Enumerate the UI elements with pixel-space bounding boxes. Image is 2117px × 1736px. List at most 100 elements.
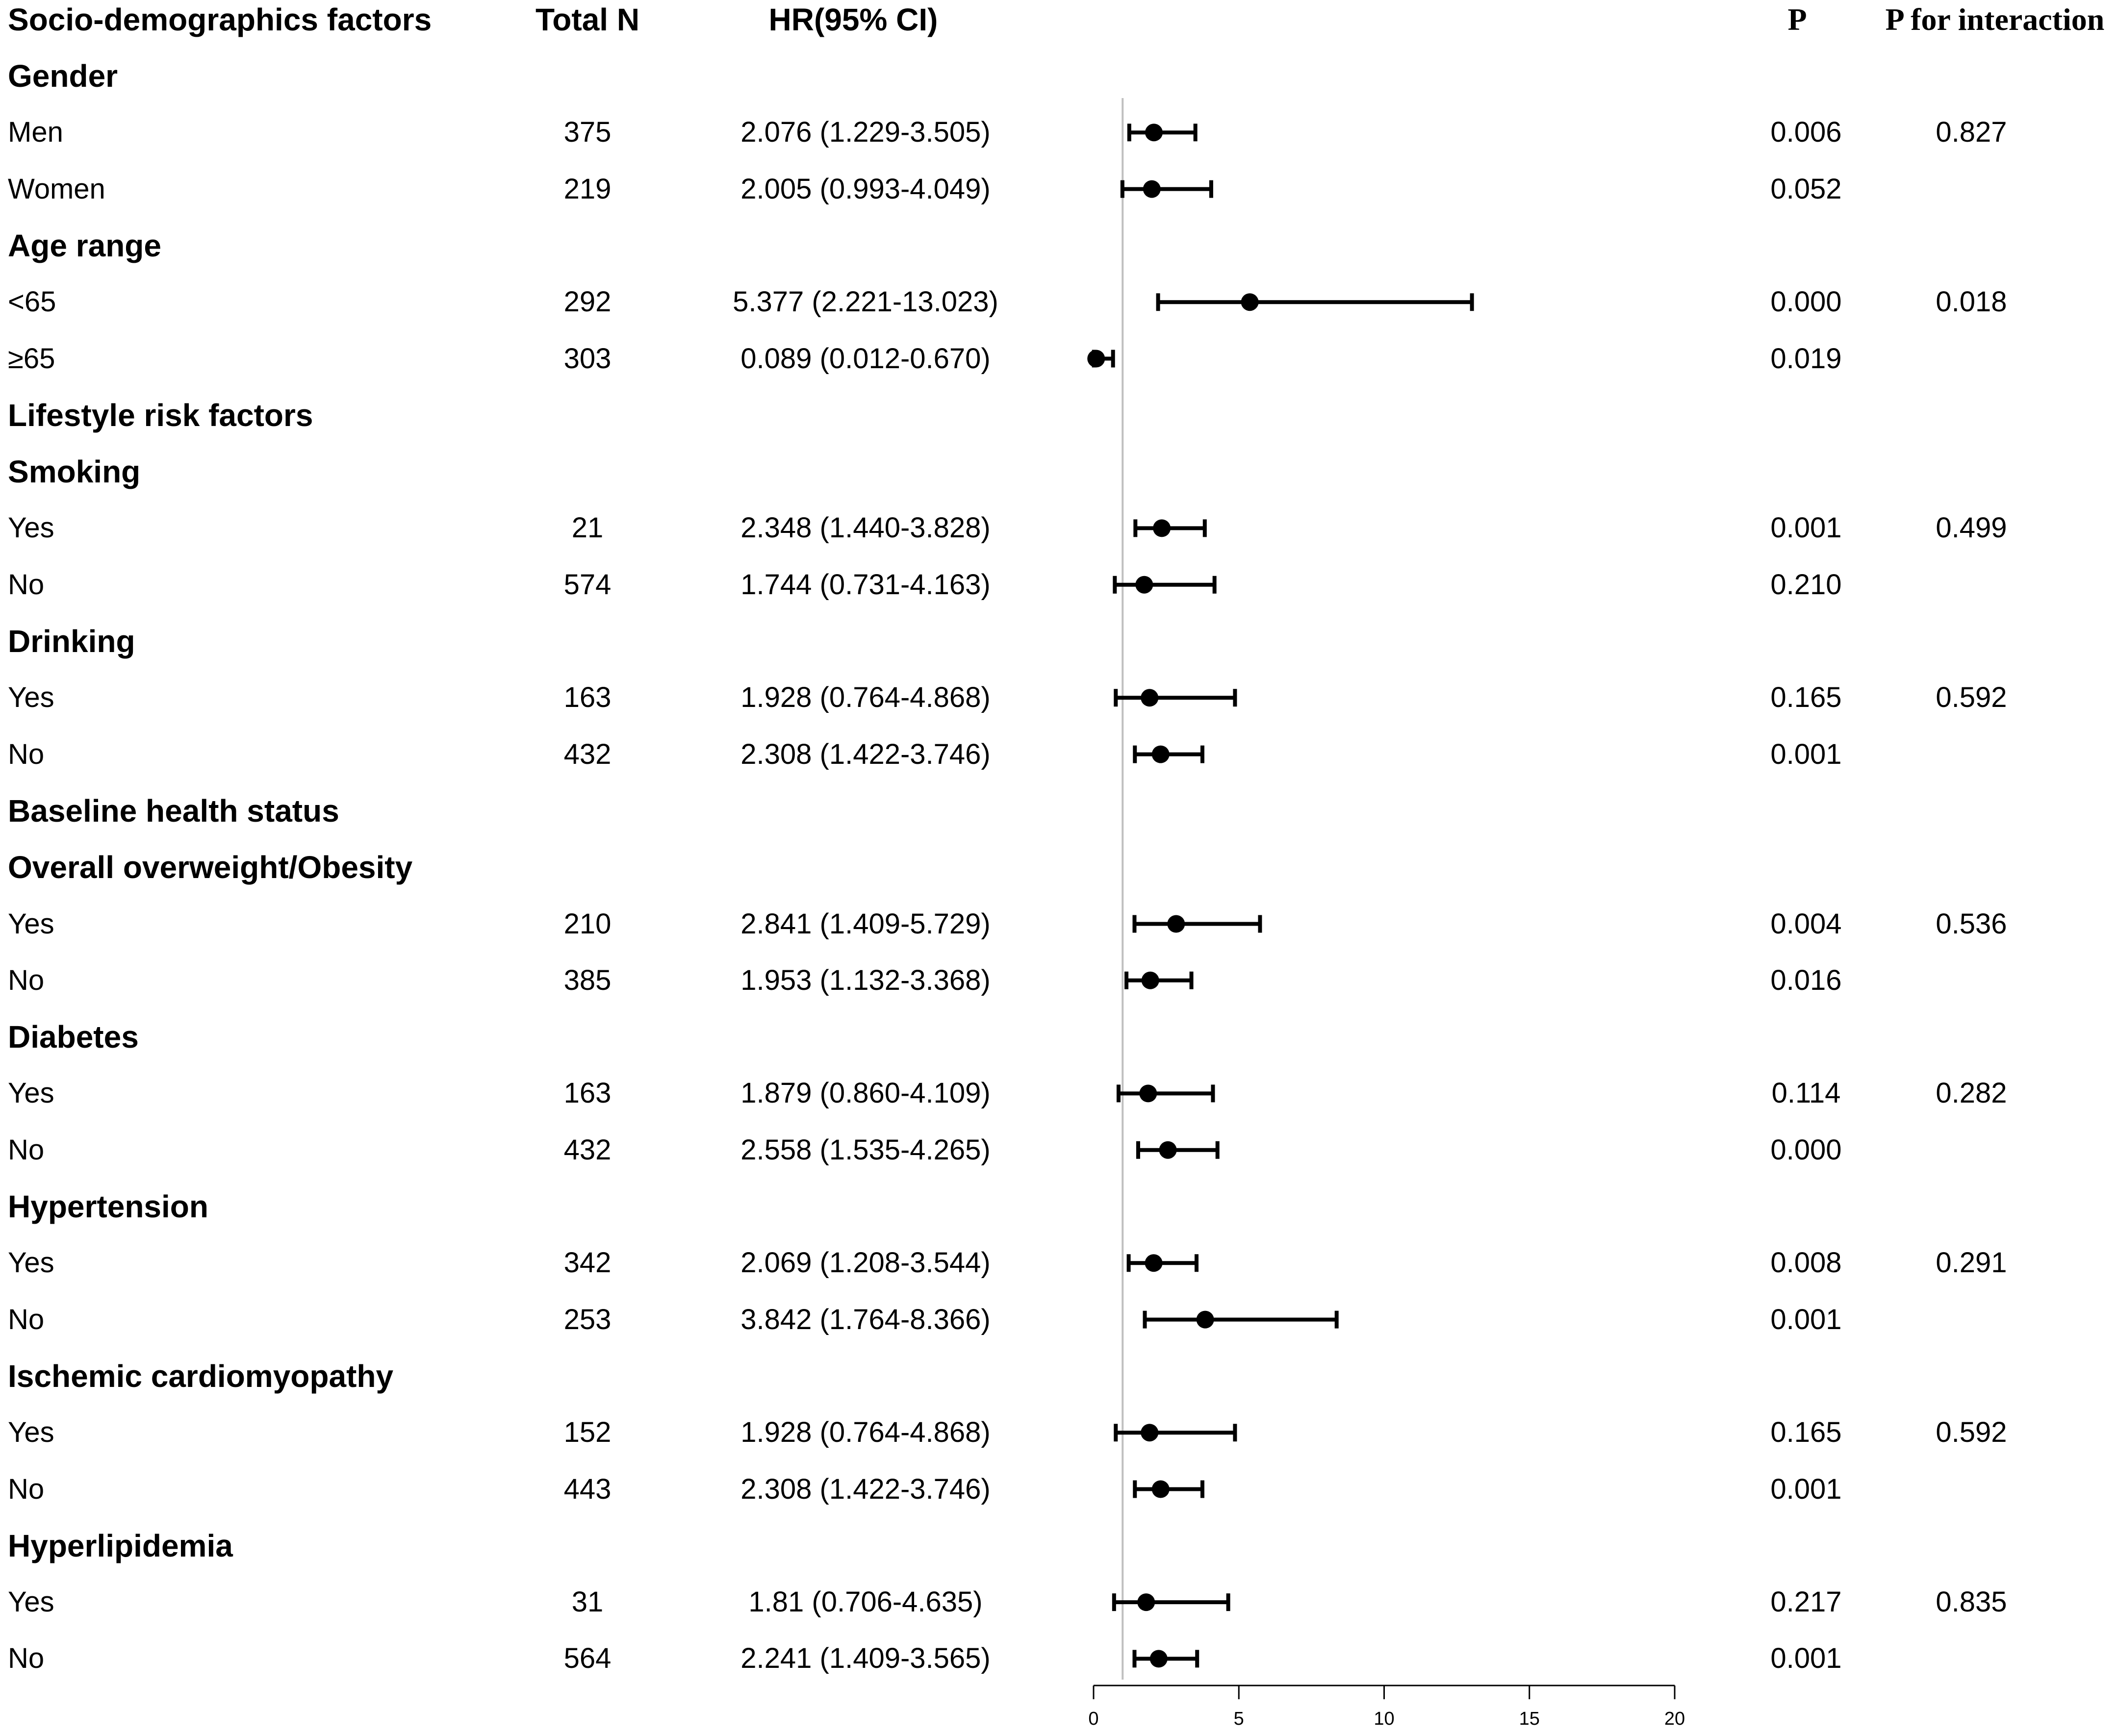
hr-point (1151, 745, 1170, 763)
row-label: Yes (8, 907, 54, 940)
ci-mark (1133, 519, 1207, 537)
row-label: No (8, 568, 45, 601)
group-label: Diabetes (8, 1019, 139, 1055)
row-label: Women (8, 173, 105, 205)
row-p-interaction: 0.592 (1936, 1416, 2007, 1449)
row-label: Yes (8, 1586, 54, 1618)
row-p-value: 0.165 (1770, 1416, 1842, 1449)
row-hr-ci: 1.81 (0.706-4.635) (748, 1586, 983, 1618)
row-hr-ci: 3.842 (1.764-8.366) (740, 1303, 991, 1335)
ci-mark (1124, 971, 1194, 989)
row-hr-ci: 2.841 (1.409-5.729) (740, 907, 991, 940)
row-total-n: 210 (563, 907, 612, 940)
row-p-value: 0.001 (1770, 1303, 1842, 1335)
ci-mark (1113, 576, 1217, 594)
hr-point (1145, 124, 1163, 142)
group-label: Hypertension (8, 1189, 208, 1224)
row-hr-ci: 2.069 (1.208-3.544) (740, 1247, 991, 1279)
row-total-n: 152 (563, 1416, 612, 1449)
row-p-interaction: 0.827 (1936, 116, 2007, 149)
ci-mark (1114, 689, 1237, 707)
row-p-value: 0.001 (1770, 1642, 1842, 1675)
row-p-interaction: 0.282 (1936, 1077, 2007, 1109)
hr-point (1159, 1141, 1177, 1159)
row-total-n: 31 (571, 1586, 604, 1618)
ci-mark (1116, 1084, 1215, 1103)
ci-mark (1087, 350, 1115, 368)
row-p-value: 0.004 (1770, 907, 1842, 940)
hr-point (1149, 1650, 1168, 1668)
group-label: Hyperlipidemia (8, 1528, 233, 1563)
hr-point (1196, 1310, 1214, 1329)
row-p-value: 0.001 (1770, 738, 1842, 770)
row-label: No (8, 1133, 45, 1166)
hr-point (1141, 1424, 1159, 1442)
row-total-n: 219 (563, 173, 612, 205)
row-p-value: 0.114 (1771, 1077, 1841, 1109)
ci-mark (1120, 180, 1213, 198)
hr-point (1139, 1084, 1157, 1103)
header-p: P (1787, 2, 1807, 37)
ci-mark (1136, 1141, 1220, 1159)
row-total-n: 163 (563, 1077, 612, 1109)
row-label: No (8, 738, 45, 770)
ci-mark (1112, 1593, 1230, 1611)
ci-mark (1156, 293, 1474, 311)
row-p-interaction: 0.291 (1936, 1247, 2007, 1279)
group-label: Overall overweight/Obesity (8, 850, 413, 885)
row-total-n: 564 (563, 1642, 612, 1675)
row-total-n: 21 (571, 512, 604, 544)
x-tick-label: 15 (1519, 1709, 1540, 1729)
row-label: Yes (8, 1416, 54, 1449)
row-label: No (8, 1642, 45, 1675)
ci-mark (1132, 915, 1262, 933)
hr-point (1241, 293, 1259, 311)
x-tick-label: 0 (1088, 1709, 1098, 1729)
header-p-interaction: P for interaction (1885, 2, 2105, 37)
ci-mark (1114, 1424, 1237, 1442)
hr-point (1153, 519, 1171, 537)
row-p-interaction: 0.499 (1936, 512, 2007, 544)
row-p-interaction: 0.592 (1936, 681, 2007, 714)
row-total-n: 292 (563, 286, 612, 318)
row-p-value: 0.001 (1770, 512, 1842, 544)
row-hr-ci: 1.928 (0.764-4.868) (740, 1416, 991, 1449)
ci-mark (1126, 1254, 1199, 1272)
group-label: Baseline health status (8, 793, 339, 829)
row-total-n: 303 (563, 342, 612, 375)
ci-mark (1133, 1480, 1204, 1498)
row-p-value: 0.052 (1770, 173, 1842, 205)
row-p-value: 0.165 (1770, 681, 1842, 714)
row-p-value: 0.000 (1770, 1133, 1842, 1166)
group-label: Smoking (8, 454, 141, 490)
row-hr-ci: 2.558 (1.535-4.265) (740, 1133, 991, 1166)
hr-point (1143, 180, 1161, 198)
ci-mark (1133, 745, 1204, 763)
row-label: <65 (8, 286, 56, 318)
header-total-n: Total N (535, 2, 640, 37)
group-label: Age range (8, 227, 161, 263)
row-p-value: 0.000 (1770, 286, 1842, 318)
row-hr-ci: 2.241 (1.409-3.565) (740, 1642, 991, 1675)
row-label: Men (8, 116, 63, 149)
hr-point (1151, 1480, 1170, 1498)
row-label: Yes (8, 1077, 54, 1109)
row-label: Yes (8, 1247, 54, 1279)
row-total-n: 163 (563, 681, 612, 714)
row-hr-ci: 2.308 (1.422-3.746) (740, 1473, 991, 1505)
row-hr-ci: 1.928 (0.764-4.868) (740, 681, 991, 714)
hr-point (1141, 971, 1159, 989)
row-hr-ci: 1.744 (0.731-4.163) (740, 568, 991, 601)
row-total-n: 375 (563, 116, 612, 149)
hr-point (1135, 576, 1153, 594)
row-p-value: 0.016 (1770, 964, 1842, 996)
row-label: No (8, 1473, 45, 1505)
row-total-n: 253 (563, 1303, 612, 1335)
x-tick-label: 10 (1374, 1709, 1394, 1729)
row-hr-ci: 2.005 (0.993-4.049) (740, 173, 991, 205)
row-label: ≥65 (8, 342, 55, 375)
row-hr-ci: 5.377 (2.221-13.023) (733, 286, 998, 318)
ci-mark (1143, 1310, 1339, 1329)
